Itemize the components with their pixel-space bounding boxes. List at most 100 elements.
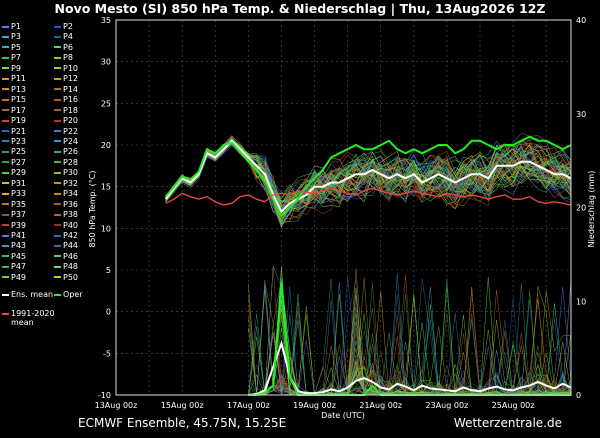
member-temp-line	[165, 137, 572, 201]
legend-item: P35	[2, 200, 26, 209]
legend-label: P34	[63, 189, 79, 199]
legend-label: P4	[63, 32, 73, 42]
y-axis-label: 850 hPa Temp. (°C)	[88, 170, 97, 247]
legend-swatch	[54, 119, 61, 122]
legend-swatch	[54, 213, 61, 216]
legend-swatch	[2, 265, 9, 268]
y-tick-label: 0	[106, 308, 111, 317]
legend-label: P19	[11, 116, 27, 126]
legend-item: P15	[2, 95, 26, 104]
legend-label: P10	[63, 63, 79, 73]
legend-item: P33	[2, 189, 26, 198]
legend-item: P6	[54, 43, 73, 52]
legend-swatch	[54, 56, 61, 59]
legend-swatch	[54, 244, 61, 247]
legend-item: P43	[2, 241, 26, 250]
legend-swatch	[54, 67, 61, 70]
legend-label: P26	[63, 147, 79, 157]
legend-item: P8	[54, 53, 73, 62]
legend-swatch	[54, 203, 61, 206]
legend-item: P27	[2, 158, 26, 167]
legend-swatch	[2, 46, 9, 49]
legend-label: P16	[63, 95, 79, 105]
x-tick-label: 19Aug 00z	[293, 401, 336, 410]
legend-label: P40	[63, 220, 79, 230]
legend-item: P30	[54, 168, 78, 177]
legend-swatch	[54, 255, 61, 258]
legend-swatch	[54, 182, 61, 185]
legend-item: P9	[2, 64, 21, 73]
legend-item: P18	[54, 106, 78, 115]
y2-tick-label: 40	[576, 16, 586, 25]
legend-item: P50	[54, 273, 78, 282]
y2-tick-label: 20	[576, 204, 586, 213]
legend-label: P9	[11, 63, 21, 73]
legend-item: P49	[2, 273, 26, 282]
legend-item: P37	[2, 210, 26, 219]
x-tick-label: 15Aug 00z	[161, 401, 204, 410]
legend-item: P40	[54, 221, 78, 230]
legend-label: Ens. mean	[11, 290, 54, 299]
legend-swatch	[54, 88, 61, 91]
legend-swatch	[2, 161, 9, 164]
legend-item: P22	[54, 127, 78, 136]
legend-swatch	[54, 46, 61, 49]
y-tick-label: 30	[101, 58, 111, 67]
y-tick-label: -10	[98, 391, 111, 400]
legend-item-oper: Oper	[54, 290, 83, 299]
member-temp-line	[165, 143, 572, 214]
legend-swatch	[2, 119, 9, 122]
member-precip-line	[248, 300, 572, 396]
axes: -10 -5 0 5 10 15 20 25 30 35 0 10 20 30 40 13Aug 00z 15A…	[95, 16, 587, 410]
legend-item: P25	[2, 147, 26, 156]
legend-label: P42	[63, 231, 79, 240]
y2-tick-label: 0	[576, 391, 581, 400]
legend-item: P42	[54, 231, 78, 240]
legend-item: P12	[54, 74, 78, 83]
legend: P1 P2 P3 P4 P5 P6 P7 P8 P9 P10 P11 P12 P13 P14 P15 P16 P…	[2, 22, 112, 352]
legend-swatch	[54, 150, 61, 153]
legend-label: P47	[11, 262, 27, 272]
series-line-oper-temp	[164, 135, 572, 218]
legend-swatch	[2, 98, 9, 101]
legend-item: P3	[2, 32, 21, 41]
legend-item: P47	[2, 262, 26, 271]
legend-label: P21	[11, 126, 27, 136]
y-tick-label: 25	[101, 99, 111, 108]
source-label: ECMWF Ensemble, 45.75N, 15.25E	[78, 416, 287, 430]
legend-swatch	[2, 244, 9, 247]
legend-item: P24	[54, 137, 78, 146]
legend-label: P11	[11, 74, 27, 84]
legend-swatch	[2, 276, 9, 279]
legend-item: P17	[2, 106, 26, 115]
legend-item: P31	[2, 179, 26, 188]
y-tick-label: 35	[101, 16, 111, 25]
x-tick-label: 13Aug 00z	[95, 401, 138, 410]
legend-item-climate: 1991-2020 mean	[2, 309, 55, 327]
series-line-ens-mean-temp	[164, 139, 572, 214]
legend-swatch	[2, 234, 9, 237]
legend-label: P39	[11, 220, 27, 230]
legend-label: P20	[63, 116, 79, 126]
legend-item: P46	[54, 252, 78, 261]
legend-label: P43	[11, 241, 27, 251]
legend-label: P45	[11, 251, 27, 261]
legend-label: P30	[63, 168, 79, 178]
legend-label: P15	[11, 95, 27, 105]
legend-item: P7	[2, 53, 21, 62]
y-tick-label: -5	[103, 349, 111, 358]
legend-item: P32	[54, 179, 78, 188]
legend-swatch	[2, 140, 9, 143]
legend-swatch	[2, 130, 9, 132]
legend-swatch	[2, 67, 9, 70]
legend-label: P12	[63, 74, 79, 84]
legend-label: P5	[11, 42, 21, 52]
legend-label: P38	[63, 210, 79, 220]
legend-item: P38	[54, 210, 78, 219]
legend-label: P31	[11, 178, 27, 188]
legend-item: P4	[54, 32, 73, 41]
legend-item: P41	[2, 231, 26, 240]
legend-item: P14	[54, 85, 78, 94]
legend-label: P6	[63, 42, 73, 52]
legend-swatch	[54, 35, 61, 38]
